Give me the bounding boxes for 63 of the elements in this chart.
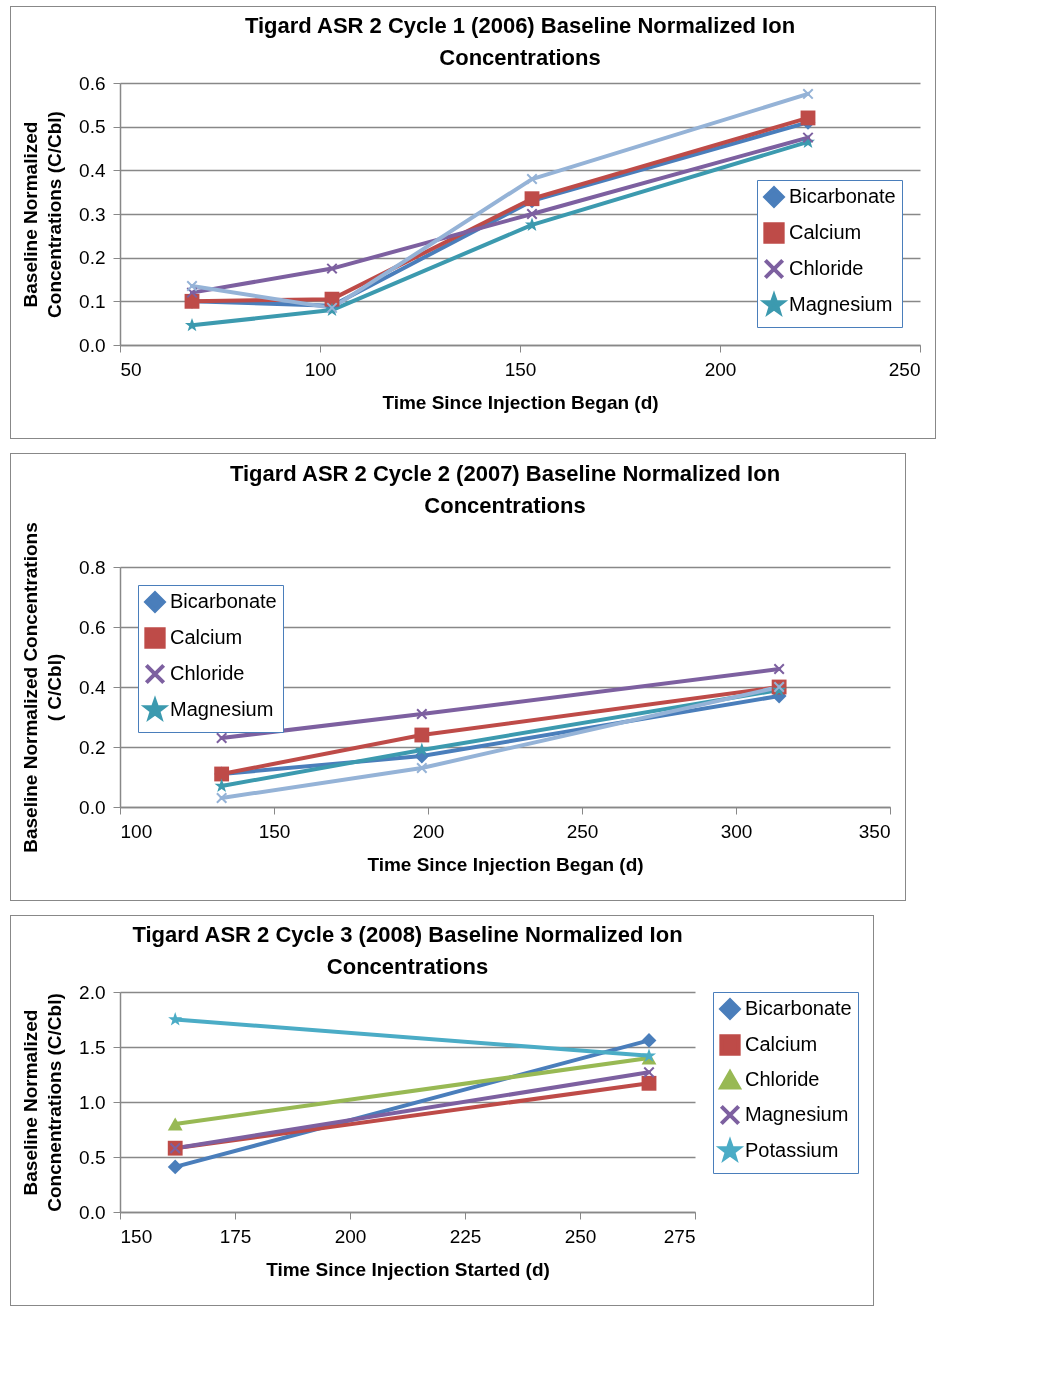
y-tick-label: 0.3 xyxy=(79,203,106,225)
legend-label: Magnesium xyxy=(745,1103,849,1125)
x-tick-label: 200 xyxy=(334,1225,367,1247)
x-tick-label: 100 xyxy=(304,358,337,380)
x-tick-label: 150 xyxy=(504,358,537,380)
x-tick-label: 200 xyxy=(704,358,737,380)
chart-title: Tigard ASR 2 Cycle 1 (2006) Baseline Normalized Ion Concentrations xyxy=(244,13,796,70)
x-tick-label: 250 xyxy=(566,820,599,842)
legend-label: Bicarbonate xyxy=(170,590,277,612)
x-tick-label: 350 xyxy=(858,820,891,842)
x-tick-label: 50 xyxy=(120,358,142,380)
point xyxy=(526,208,538,220)
legend-label: Potassium xyxy=(745,1139,839,1161)
y-tick-label: 0.1 xyxy=(79,290,106,312)
y-tick-label: 0.4 xyxy=(79,676,106,698)
legend-label: Calcium xyxy=(170,626,243,648)
x-tick-label: 250 xyxy=(888,358,921,380)
y-tick-label: 0.2 xyxy=(79,736,106,758)
y-tick-label: 0.8 xyxy=(79,556,106,578)
x-tick-label: 150 xyxy=(120,1225,153,1247)
x-tick-label: 225 xyxy=(449,1225,482,1247)
legend-label: Bicarbonate xyxy=(745,997,852,1019)
y-tick-label: 0.2 xyxy=(79,247,106,269)
y-axis-title: Baseline Normalized Concentrations (C/Cbl) xyxy=(20,111,66,318)
point xyxy=(186,280,198,292)
legend-label: Chloride xyxy=(789,257,864,279)
y-tick-label: 2.0 xyxy=(79,981,106,1003)
y-tick-label: 0.4 xyxy=(79,159,106,181)
legend-label: Chloride xyxy=(745,1068,820,1090)
y-axis-title: Baseline Normalized Concnentrations (C/Cbl) xyxy=(20,993,66,1212)
y-tick-label: 1.0 xyxy=(79,1091,106,1113)
x-tick-label: 275 xyxy=(663,1225,696,1247)
legend-label: Calcium xyxy=(745,1033,818,1055)
y-tick-label: 0.6 xyxy=(79,616,106,638)
y-tick-label: 0.6 xyxy=(79,72,106,94)
point xyxy=(326,262,338,275)
x-tick-label: 175 xyxy=(219,1225,252,1247)
legend-label: Magnesium xyxy=(170,698,274,720)
x-axis-title: Time Since Injection Began (d) xyxy=(382,391,659,413)
legend-label: Chloride xyxy=(170,662,245,684)
y-axis-title: Baseline Normalized Concentrations ( C/Cbl) xyxy=(20,522,66,853)
x-tick-label: 250 xyxy=(564,1225,597,1247)
legend-label: Calcium xyxy=(789,221,862,243)
y-tick-label: 0.5 xyxy=(79,116,106,138)
x-axis-title: Time Since Injection Began (d) xyxy=(367,853,644,875)
x-axis-title: Time Since Injection Started (d) xyxy=(266,1258,550,1280)
point xyxy=(526,173,538,185)
point xyxy=(802,88,814,100)
y-tick-label: 0.0 xyxy=(79,334,106,356)
x-tick-label: 300 xyxy=(720,820,753,842)
chart-title: Tigard ASR 2 Cycle 2 (2007) Baseline Normalized Ion Concentrations xyxy=(229,460,781,518)
point xyxy=(802,131,814,144)
y-tick-label: 1.5 xyxy=(79,1036,106,1058)
x-tick-label: 200 xyxy=(412,820,445,842)
x-tick-label: 150 xyxy=(258,820,291,842)
point xyxy=(186,286,198,299)
x-tick-label: 100 xyxy=(120,820,153,842)
legend-label: Bicarbonate xyxy=(789,185,896,207)
y-tick-label: 0.0 xyxy=(79,796,106,818)
chart-title: Tigard ASR 2 Cycle 3 (2008) Baseline Normalized Ion Concentrations xyxy=(132,922,683,979)
y-tick-label: 0.5 xyxy=(79,1146,106,1168)
y-tick-label: 0.0 xyxy=(79,1201,106,1223)
legend-label: Magnesium xyxy=(789,293,893,315)
